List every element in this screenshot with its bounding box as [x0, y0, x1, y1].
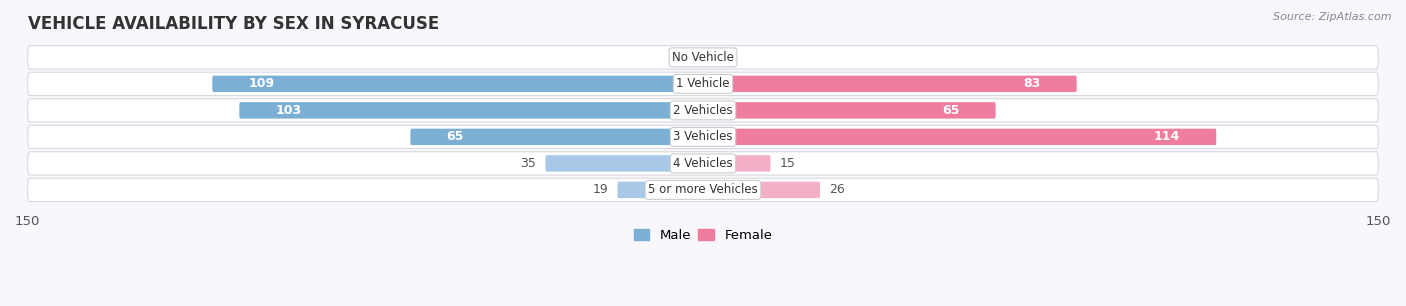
Text: 15: 15 — [779, 157, 796, 170]
FancyBboxPatch shape — [28, 72, 1378, 95]
Text: No Vehicle: No Vehicle — [672, 51, 734, 64]
FancyBboxPatch shape — [28, 152, 1378, 175]
FancyBboxPatch shape — [703, 102, 995, 119]
Text: 0: 0 — [686, 51, 695, 64]
FancyBboxPatch shape — [28, 125, 1378, 148]
Text: 5 or more Vehicles: 5 or more Vehicles — [648, 183, 758, 196]
FancyBboxPatch shape — [28, 46, 1378, 69]
Text: 19: 19 — [593, 183, 609, 196]
FancyBboxPatch shape — [28, 178, 1378, 202]
Text: 3 Vehicles: 3 Vehicles — [673, 130, 733, 144]
FancyBboxPatch shape — [28, 99, 1378, 122]
Text: 2 Vehicles: 2 Vehicles — [673, 104, 733, 117]
FancyBboxPatch shape — [617, 182, 703, 198]
FancyBboxPatch shape — [703, 155, 770, 172]
Text: 1 Vehicle: 1 Vehicle — [676, 77, 730, 90]
Text: 83: 83 — [1024, 77, 1040, 90]
Text: 103: 103 — [276, 104, 301, 117]
Text: 0: 0 — [711, 51, 720, 64]
Legend: Male, Female: Male, Female — [628, 224, 778, 247]
FancyBboxPatch shape — [703, 129, 1216, 145]
FancyBboxPatch shape — [703, 182, 820, 198]
FancyBboxPatch shape — [239, 102, 703, 119]
FancyBboxPatch shape — [546, 155, 703, 172]
Text: 65: 65 — [942, 104, 960, 117]
FancyBboxPatch shape — [212, 76, 703, 92]
Text: 26: 26 — [830, 183, 845, 196]
Text: 65: 65 — [446, 130, 464, 144]
Text: 109: 109 — [249, 77, 274, 90]
Text: 114: 114 — [1154, 130, 1180, 144]
Text: VEHICLE AVAILABILITY BY SEX IN SYRACUSE: VEHICLE AVAILABILITY BY SEX IN SYRACUSE — [28, 15, 439, 33]
FancyBboxPatch shape — [703, 76, 1077, 92]
Text: Source: ZipAtlas.com: Source: ZipAtlas.com — [1274, 12, 1392, 22]
FancyBboxPatch shape — [411, 129, 703, 145]
Text: 4 Vehicles: 4 Vehicles — [673, 157, 733, 170]
Text: 35: 35 — [520, 157, 537, 170]
